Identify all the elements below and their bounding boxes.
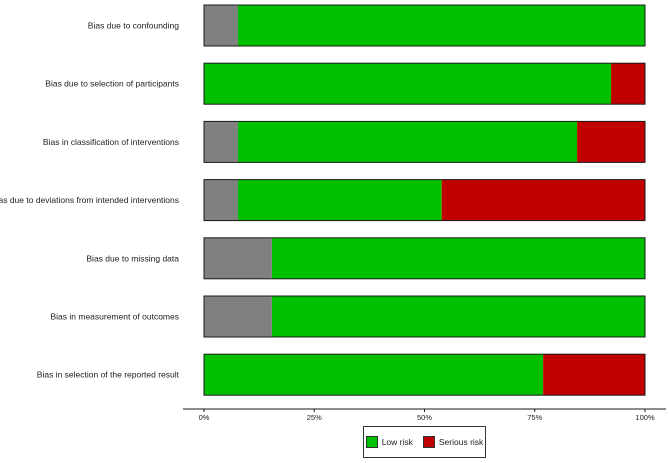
bar-segment-low-3	[237, 121, 578, 163]
bar-outline-5	[203, 237, 646, 280]
x-tick-label-25: 25%	[307, 413, 322, 422]
bar-segment-no_information-6	[204, 296, 272, 337]
legend-swatch-low-risk	[365, 436, 378, 448]
bar-segment-serious-4	[441, 179, 645, 221]
category-label-bias-due-to-confounding: Bias due to confounding	[88, 21, 179, 31]
category-label-bias-due-to-missing-data: Bias due to missing data	[86, 253, 179, 263]
bar-segment-low-4	[237, 179, 442, 221]
legend-label-serious-risk: Serious risk	[438, 437, 484, 447]
bar-segment-low-2	[204, 63, 612, 105]
category-label-bias-in-selection-of-the-reported-result: Bias in selection of the reported result	[37, 370, 180, 380]
x-tick-label-75: 75%	[527, 413, 542, 422]
bar-outline-1	[203, 4, 646, 47]
bar-outline-4	[203, 179, 646, 222]
x-tick-label-50: 50%	[417, 413, 432, 422]
bar-outline-6	[203, 295, 646, 338]
bar-segment-no_information-4	[204, 179, 238, 221]
bar-outline-7	[203, 353, 646, 396]
bar-segment-no_information-5	[204, 237, 272, 279]
bar-segment-serious-3	[577, 121, 645, 163]
category-label-bias-due-to-deviations-from-intended-interventions: Bias due to deviations from intended int…	[0, 195, 179, 205]
x-tick-label-100: 100%	[635, 413, 655, 422]
bar-segment-serious-7	[543, 354, 645, 396]
legend-label-low-risk: Low risk	[381, 437, 413, 447]
bar-outline-3	[203, 120, 646, 163]
bar-segment-low-5	[271, 237, 645, 279]
bar-outline-2	[203, 62, 646, 105]
bar-segment-no_information-3	[204, 121, 238, 163]
category-label-bias-due-to-selection-of-participants: Bias due to selection of participants	[45, 79, 179, 89]
legend: Low risk Serious risk	[363, 426, 486, 458]
category-label-bias-in-classification-of-interventions: Bias in classification of interventions	[43, 137, 179, 147]
legend-swatch-serious-risk	[422, 436, 435, 448]
category-label-bias-in-measurement-of-outcomes: Bias in measurement of outcomes	[50, 312, 179, 322]
bar-segment-serious-2	[611, 63, 645, 105]
bars-group	[203, 4, 646, 396]
bar-segment-low-1	[237, 5, 645, 46]
bar-segment-low-7	[204, 354, 544, 396]
bar-segment-no_information-1	[204, 5, 238, 46]
legend-item-low-risk: Low risk	[365, 436, 413, 448]
legend-item-serious-risk: Serious risk	[422, 436, 484, 448]
x-axis: 0% 25% 50% 75% 100%	[183, 408, 666, 422]
x-tick-label-0: 0%	[199, 413, 210, 422]
bar-segment-low-6	[271, 296, 645, 337]
category-labels: Bias due to confounding Bias due to selec…	[0, 21, 180, 380]
